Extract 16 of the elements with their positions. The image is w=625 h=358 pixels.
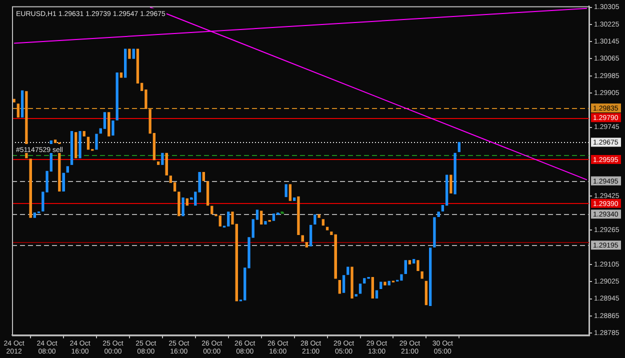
candlestick [66, 166, 69, 173]
candlestick [400, 274, 403, 281]
candlestick [458, 142, 461, 152]
candlestick [206, 181, 210, 206]
candlestick [420, 271, 424, 279]
candlestick [20, 90, 24, 118]
candlestick [384, 282, 386, 286]
candlestick [326, 226, 329, 230]
candlestick [210, 206, 214, 214]
candlestick [424, 280, 428, 306]
candlestick [186, 198, 188, 206]
candlestick [128, 48, 131, 59]
candlestick [334, 234, 337, 279]
candlestick [301, 235, 304, 242]
candlestick [86, 136, 90, 150]
candlestick [132, 48, 135, 59]
